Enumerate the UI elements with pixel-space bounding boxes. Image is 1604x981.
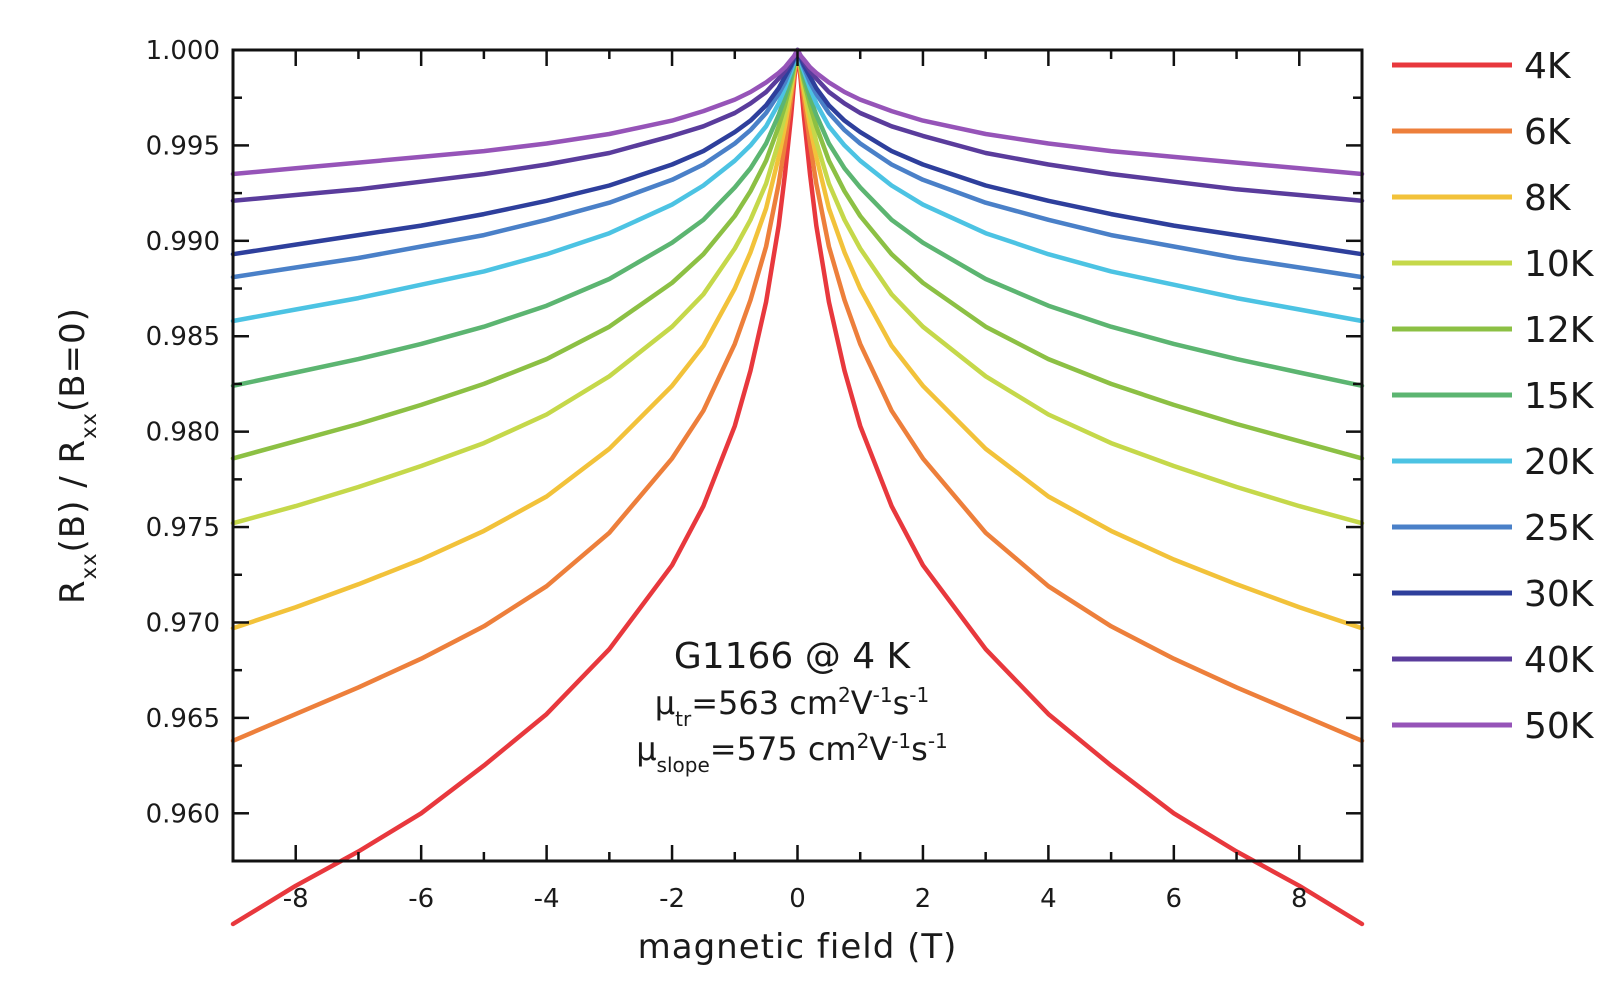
legend-item-12K: 12K <box>1392 310 1595 351</box>
series-line-4K <box>230 47 1365 927</box>
legend-label: 25K <box>1524 508 1595 549</box>
series-layer <box>230 47 1365 927</box>
legend-item-15K: 15K <box>1392 376 1595 417</box>
y-tick-label: 0.970 <box>146 608 220 638</box>
y-axis-title: Rxx(B) / Rxx(B=0) <box>53 307 101 604</box>
legend-item-25K: 25K <box>1392 508 1595 549</box>
legend-item-4K: 4K <box>1392 46 1572 87</box>
legend-item-10K: 10K <box>1392 244 1595 285</box>
y-tick-label: 0.995 <box>146 131 220 161</box>
legend-label: 6K <box>1524 112 1572 153</box>
x-tick-label: 6 <box>1166 884 1183 914</box>
legend: 4K 6K 8K 10K 12K 15K 20K 25K 30K 40K 50K <box>1392 46 1595 747</box>
y-tick-label: 0.985 <box>146 322 220 352</box>
y-tick-label: 0.975 <box>146 513 220 543</box>
series-line-12K <box>230 47 1365 461</box>
x-tick-label: 4 <box>1040 884 1057 914</box>
y-tick-label: 1.000 <box>146 36 220 66</box>
legend-label: 8K <box>1524 178 1572 219</box>
legend-item-8K: 8K <box>1392 178 1572 219</box>
series-line-8K <box>230 47 1365 631</box>
series-line-30K <box>230 47 1365 257</box>
x-tick-label: -8 <box>283 884 309 914</box>
series-line-15K <box>230 47 1365 389</box>
y-tick-label: 0.960 <box>146 799 220 829</box>
series-line-25K <box>230 47 1365 280</box>
legend-label: 20K <box>1524 442 1595 483</box>
series-line-40K <box>230 47 1365 204</box>
legend-label: 10K <box>1524 244 1595 285</box>
legend-item-30K: 30K <box>1392 574 1595 615</box>
annotation-mu-tr: μtr=563 cm2V-1s-1 <box>655 683 929 731</box>
x-tick-label: -4 <box>534 884 560 914</box>
legend-label: 30K <box>1524 574 1595 615</box>
annotation-mu-slope: μslope=575 cm2V-1s-1 <box>636 729 948 777</box>
legend-label: 50K <box>1524 706 1595 747</box>
y-tick-label: 0.965 <box>146 704 220 734</box>
legend-item-6K: 6K <box>1392 112 1572 153</box>
labels-layer: -8 -6 -4 -2 0 2 4 6 8 0.960 0.965 0.970 0.975 0.980 0.… <box>53 36 1308 967</box>
legend-label: 4K <box>1524 46 1572 87</box>
y-tick-label: 0.980 <box>146 418 220 448</box>
x-tick-label: 0 <box>789 884 806 914</box>
legend-label: 15K <box>1524 376 1595 417</box>
legend-label: 12K <box>1524 310 1595 351</box>
legend-item-50K: 50K <box>1392 706 1595 747</box>
legend-item-20K: 20K <box>1392 442 1595 483</box>
y-tick-label: 0.990 <box>146 227 220 257</box>
x-tick-label: 8 <box>1291 884 1308 914</box>
annotation-sample: G1166 @ 4 K <box>674 636 912 677</box>
legend-item-40K: 40K <box>1392 640 1595 681</box>
x-tick-label: -2 <box>659 884 685 914</box>
x-tick-label: -6 <box>408 884 434 914</box>
legend-label: 40K <box>1524 640 1595 681</box>
x-tick-label: 2 <box>915 884 932 914</box>
x-axis-title: magnetic field (T) <box>638 927 958 967</box>
ticks-layer <box>231 48 1364 863</box>
